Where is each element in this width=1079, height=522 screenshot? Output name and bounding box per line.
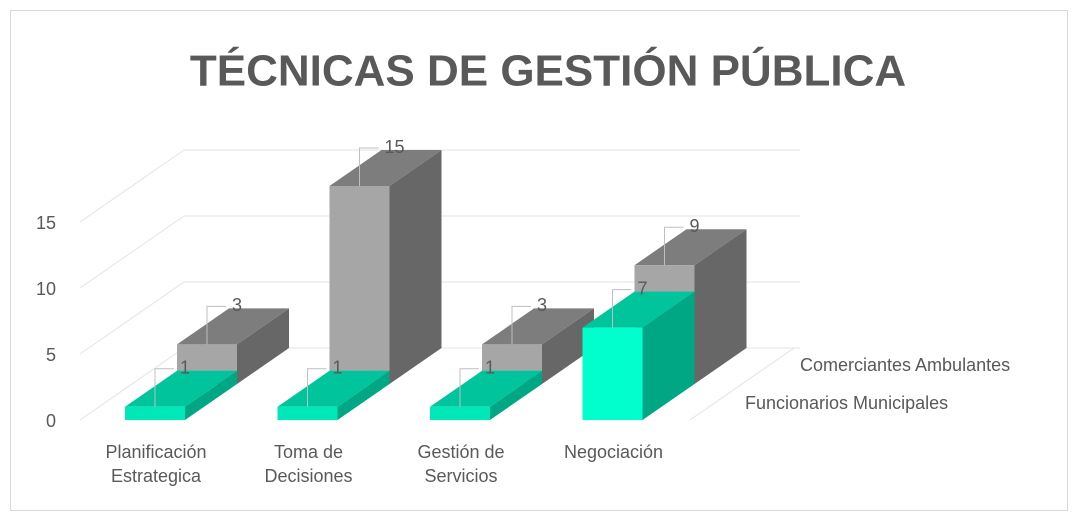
bar-front <box>277 406 338 420</box>
grid-line <box>79 149 185 223</box>
x-tick-label: Toma de Decisiones <box>264 442 353 486</box>
bar <box>482 308 594 384</box>
leader-line <box>154 368 174 407</box>
bar <box>329 150 442 384</box>
data-label: 9 <box>690 216 700 236</box>
grid-line <box>79 215 185 289</box>
x-tick-label: Negociación <box>563 442 664 462</box>
bar <box>125 370 237 420</box>
bar-front <box>430 406 490 420</box>
bar <box>430 370 542 420</box>
bar-top <box>125 370 237 407</box>
bar-top <box>430 370 542 407</box>
bar-side <box>389 150 442 384</box>
data-label: 7 <box>638 278 648 298</box>
bar-side <box>694 229 747 384</box>
leader-line <box>664 226 684 266</box>
chart-title: TÉCNICAS DE GESTIÓN PÚBLICA <box>190 46 906 96</box>
bar-side <box>542 308 594 384</box>
bar-side <box>185 370 237 420</box>
x-tick-label: Gestión de Servicios <box>417 442 505 486</box>
chart-border <box>10 10 1068 511</box>
legend-label: Funcionarios Municipales <box>745 393 948 413</box>
leader-line <box>511 305 531 345</box>
bar <box>277 370 390 420</box>
legend-label: Comerciantes Ambulantes <box>800 355 1010 375</box>
y-tick-label: 0 <box>46 411 56 431</box>
bar-front <box>329 186 390 384</box>
bar-top <box>482 308 594 345</box>
bar-front <box>125 406 185 420</box>
bar-side <box>490 370 542 420</box>
bar-side <box>237 308 289 384</box>
data-label: 15 <box>385 137 405 157</box>
leader-line <box>307 368 327 407</box>
grid-line <box>79 281 185 355</box>
data-label: 1 <box>333 358 343 378</box>
data-label: 3 <box>232 295 242 315</box>
bar-top <box>329 150 442 186</box>
leader-line <box>612 289 632 328</box>
data-label: 1 <box>180 358 190 378</box>
leader-line <box>459 368 479 407</box>
bar-top <box>277 370 390 407</box>
bar-top <box>177 308 289 345</box>
grid-line <box>79 347 185 421</box>
data-label: 3 <box>537 295 547 315</box>
bar-top <box>582 291 695 328</box>
y-tick-label: 15 <box>36 213 56 233</box>
bar-front <box>582 327 643 420</box>
x-tick-label: Planificación Estrategica <box>105 442 207 486</box>
leader-line <box>206 305 226 345</box>
bar-side <box>642 291 695 420</box>
floor-edge <box>689 347 795 421</box>
leader-line <box>359 147 379 186</box>
bar-side <box>337 370 390 420</box>
data-label: 1 <box>485 358 495 378</box>
y-tick-label: 5 <box>46 345 56 365</box>
y-tick-label: 10 <box>36 279 56 299</box>
bar <box>582 291 695 420</box>
bar-top <box>634 229 747 266</box>
